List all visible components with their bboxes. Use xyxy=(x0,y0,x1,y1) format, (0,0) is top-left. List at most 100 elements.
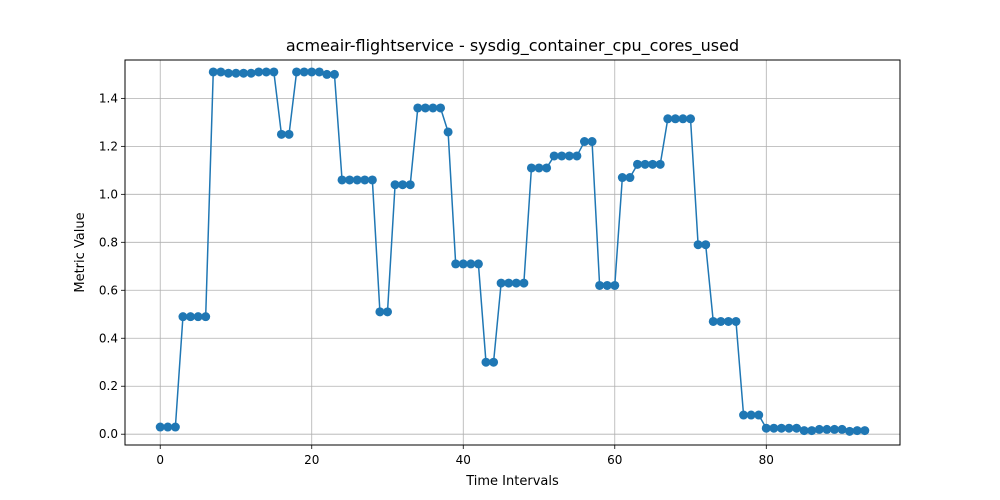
x-tick-label: 80 xyxy=(759,453,774,467)
data-point xyxy=(625,173,635,183)
data-point xyxy=(504,278,514,288)
x-tick-label: 60 xyxy=(607,453,622,467)
data-point xyxy=(443,127,453,137)
data-point xyxy=(299,67,309,77)
data-point xyxy=(201,312,211,322)
data-point xyxy=(693,240,703,250)
y-tick-label: 1.4 xyxy=(99,91,118,105)
data-point xyxy=(451,259,461,269)
data-point xyxy=(261,67,271,77)
data-point xyxy=(784,423,794,433)
data-point xyxy=(587,137,597,147)
data-point xyxy=(208,67,218,77)
data-point xyxy=(231,68,241,78)
data-point xyxy=(292,67,302,77)
data-point xyxy=(360,175,370,185)
data-point xyxy=(754,410,764,420)
x-tick-label: 0 xyxy=(156,453,164,467)
data-point xyxy=(769,423,779,433)
data-point xyxy=(246,68,256,78)
y-tick-label: 0.8 xyxy=(99,235,118,249)
data-point xyxy=(792,423,802,433)
data-point xyxy=(329,69,339,79)
data-point xyxy=(216,67,226,77)
data-point xyxy=(648,159,658,169)
data-point xyxy=(276,129,286,139)
data-point xyxy=(383,307,392,317)
data-point xyxy=(776,423,786,433)
data-point xyxy=(678,114,688,124)
data-point xyxy=(398,180,408,190)
data-point xyxy=(731,316,741,326)
data-point xyxy=(178,312,188,322)
x-axis-label: Time Intervals xyxy=(465,474,559,489)
data-point xyxy=(663,114,673,124)
data-point xyxy=(640,159,650,169)
grid-lines xyxy=(125,60,900,445)
data-point xyxy=(489,357,499,367)
data-point xyxy=(193,312,203,322)
data-point xyxy=(761,423,771,433)
data-point xyxy=(534,163,544,173)
data-point xyxy=(564,151,574,161)
data-point xyxy=(458,259,468,269)
y-tick-label: 0.0 xyxy=(99,427,118,441)
data-point xyxy=(307,67,317,77)
data-point xyxy=(542,163,552,173)
data-point xyxy=(610,280,620,290)
y-tick-label: 1.0 xyxy=(99,187,118,201)
data-point xyxy=(572,151,582,161)
data-point xyxy=(239,68,249,78)
y-tick-label: 0.2 xyxy=(99,379,118,393)
data-point xyxy=(633,159,642,169)
data-point xyxy=(390,180,400,190)
chart-title: acmeair-flightservice - sysdig_container… xyxy=(286,36,739,56)
data-point xyxy=(739,410,749,420)
data-point xyxy=(466,259,476,269)
data-point xyxy=(716,316,726,326)
data-point xyxy=(526,163,536,173)
data-point xyxy=(367,175,377,185)
data-point xyxy=(602,280,612,290)
data-point xyxy=(519,278,529,288)
data-point xyxy=(405,180,415,190)
series-line xyxy=(160,71,865,433)
data-point xyxy=(473,259,483,269)
data-point xyxy=(314,67,324,77)
data-point xyxy=(428,103,438,113)
y-tick-label: 0.4 xyxy=(99,331,118,345)
data-point xyxy=(799,426,809,436)
data-point xyxy=(655,159,665,169)
data-point xyxy=(269,67,279,77)
data-point xyxy=(511,278,521,288)
data-point xyxy=(708,316,718,326)
plot-frame xyxy=(124,59,901,446)
data-point xyxy=(481,357,491,367)
data-point xyxy=(617,173,627,183)
data-point xyxy=(337,175,347,185)
data-point xyxy=(375,307,385,317)
data-point xyxy=(420,103,430,113)
data-point xyxy=(746,410,756,420)
data-point xyxy=(170,422,180,432)
data-point xyxy=(155,422,165,432)
x-tick-label: 20 xyxy=(304,453,319,467)
x-tick-label: 40 xyxy=(456,453,471,467)
y-axis-ticks: 0.0 0.2 0.4 0.6 0.8 1.0 1.2 1.4 xyxy=(99,91,125,441)
data-point xyxy=(814,424,824,434)
y-tick-label: 0.6 xyxy=(99,283,118,297)
data-point xyxy=(223,68,233,78)
x-axis-ticks: 0 20 40 60 80 xyxy=(156,445,774,467)
data-point xyxy=(837,424,847,434)
data-point xyxy=(254,67,264,77)
data-point xyxy=(595,280,605,290)
data-point xyxy=(860,426,870,436)
data-point xyxy=(284,129,294,139)
data-point xyxy=(807,426,817,436)
data-point xyxy=(436,103,446,113)
data-point xyxy=(845,426,855,436)
data-point xyxy=(549,151,559,161)
data-point xyxy=(579,137,589,147)
data-point xyxy=(670,114,680,124)
